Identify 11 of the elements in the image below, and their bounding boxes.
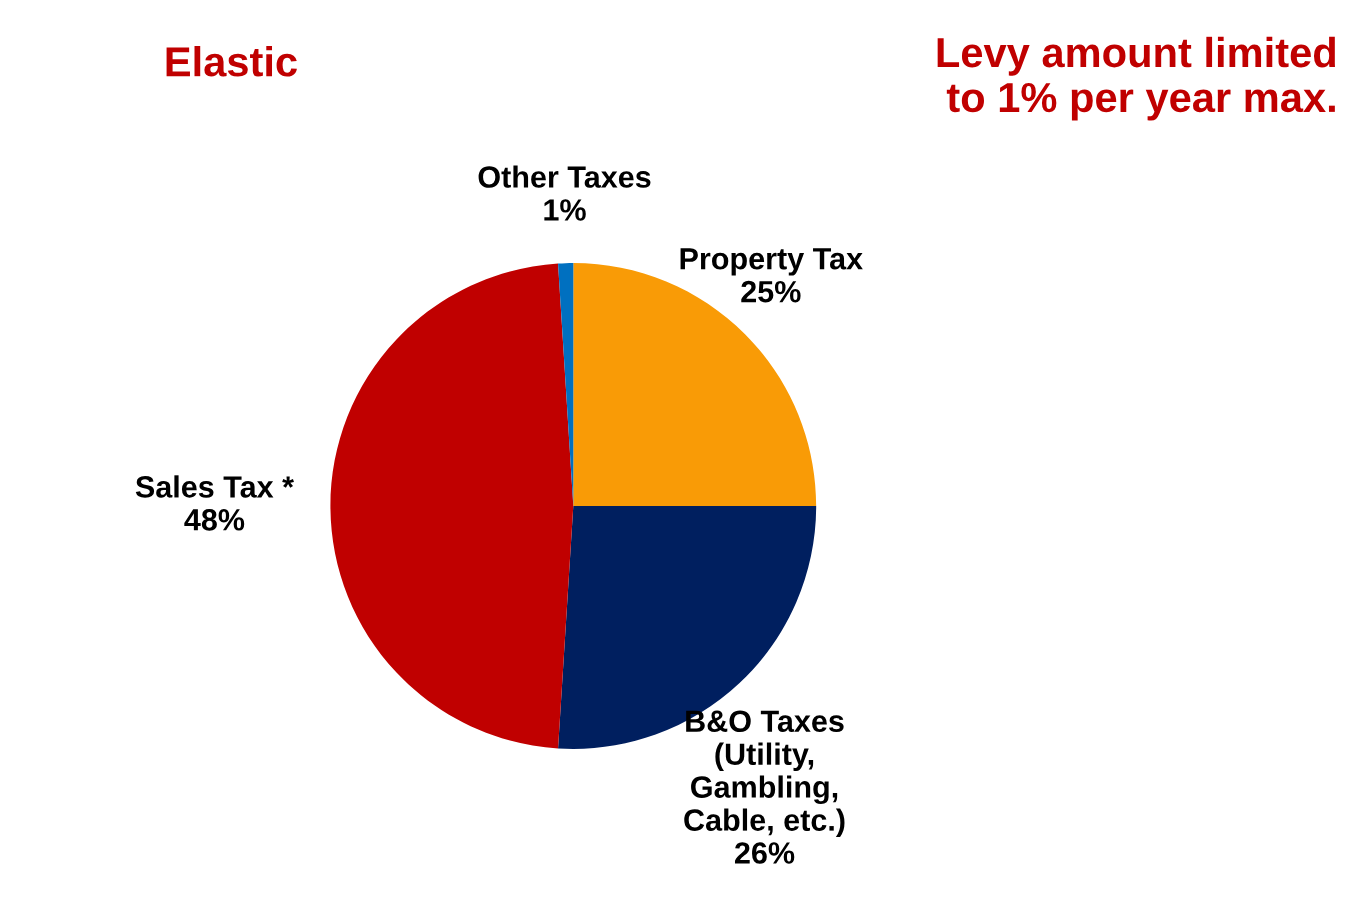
text: Levy amount limited to 1% per year max. (937, 36, 1335, 121)
data-label: 26% (734, 842, 795, 864)
pie-slice (330, 263, 574, 749)
text: Elastic (166, 46, 297, 77)
data-label: 1% (544, 199, 586, 221)
slice-label: Property Tax (680, 248, 863, 276)
data-label: 25% (741, 280, 801, 303)
slice-label: Other Taxes (478, 165, 651, 188)
slice-label: B&O Taxes (Utility, Gambling, Cable, etc.) (684, 710, 845, 837)
slice-label: Sales Tax * (135, 475, 294, 498)
data-label: 48% (184, 509, 245, 531)
